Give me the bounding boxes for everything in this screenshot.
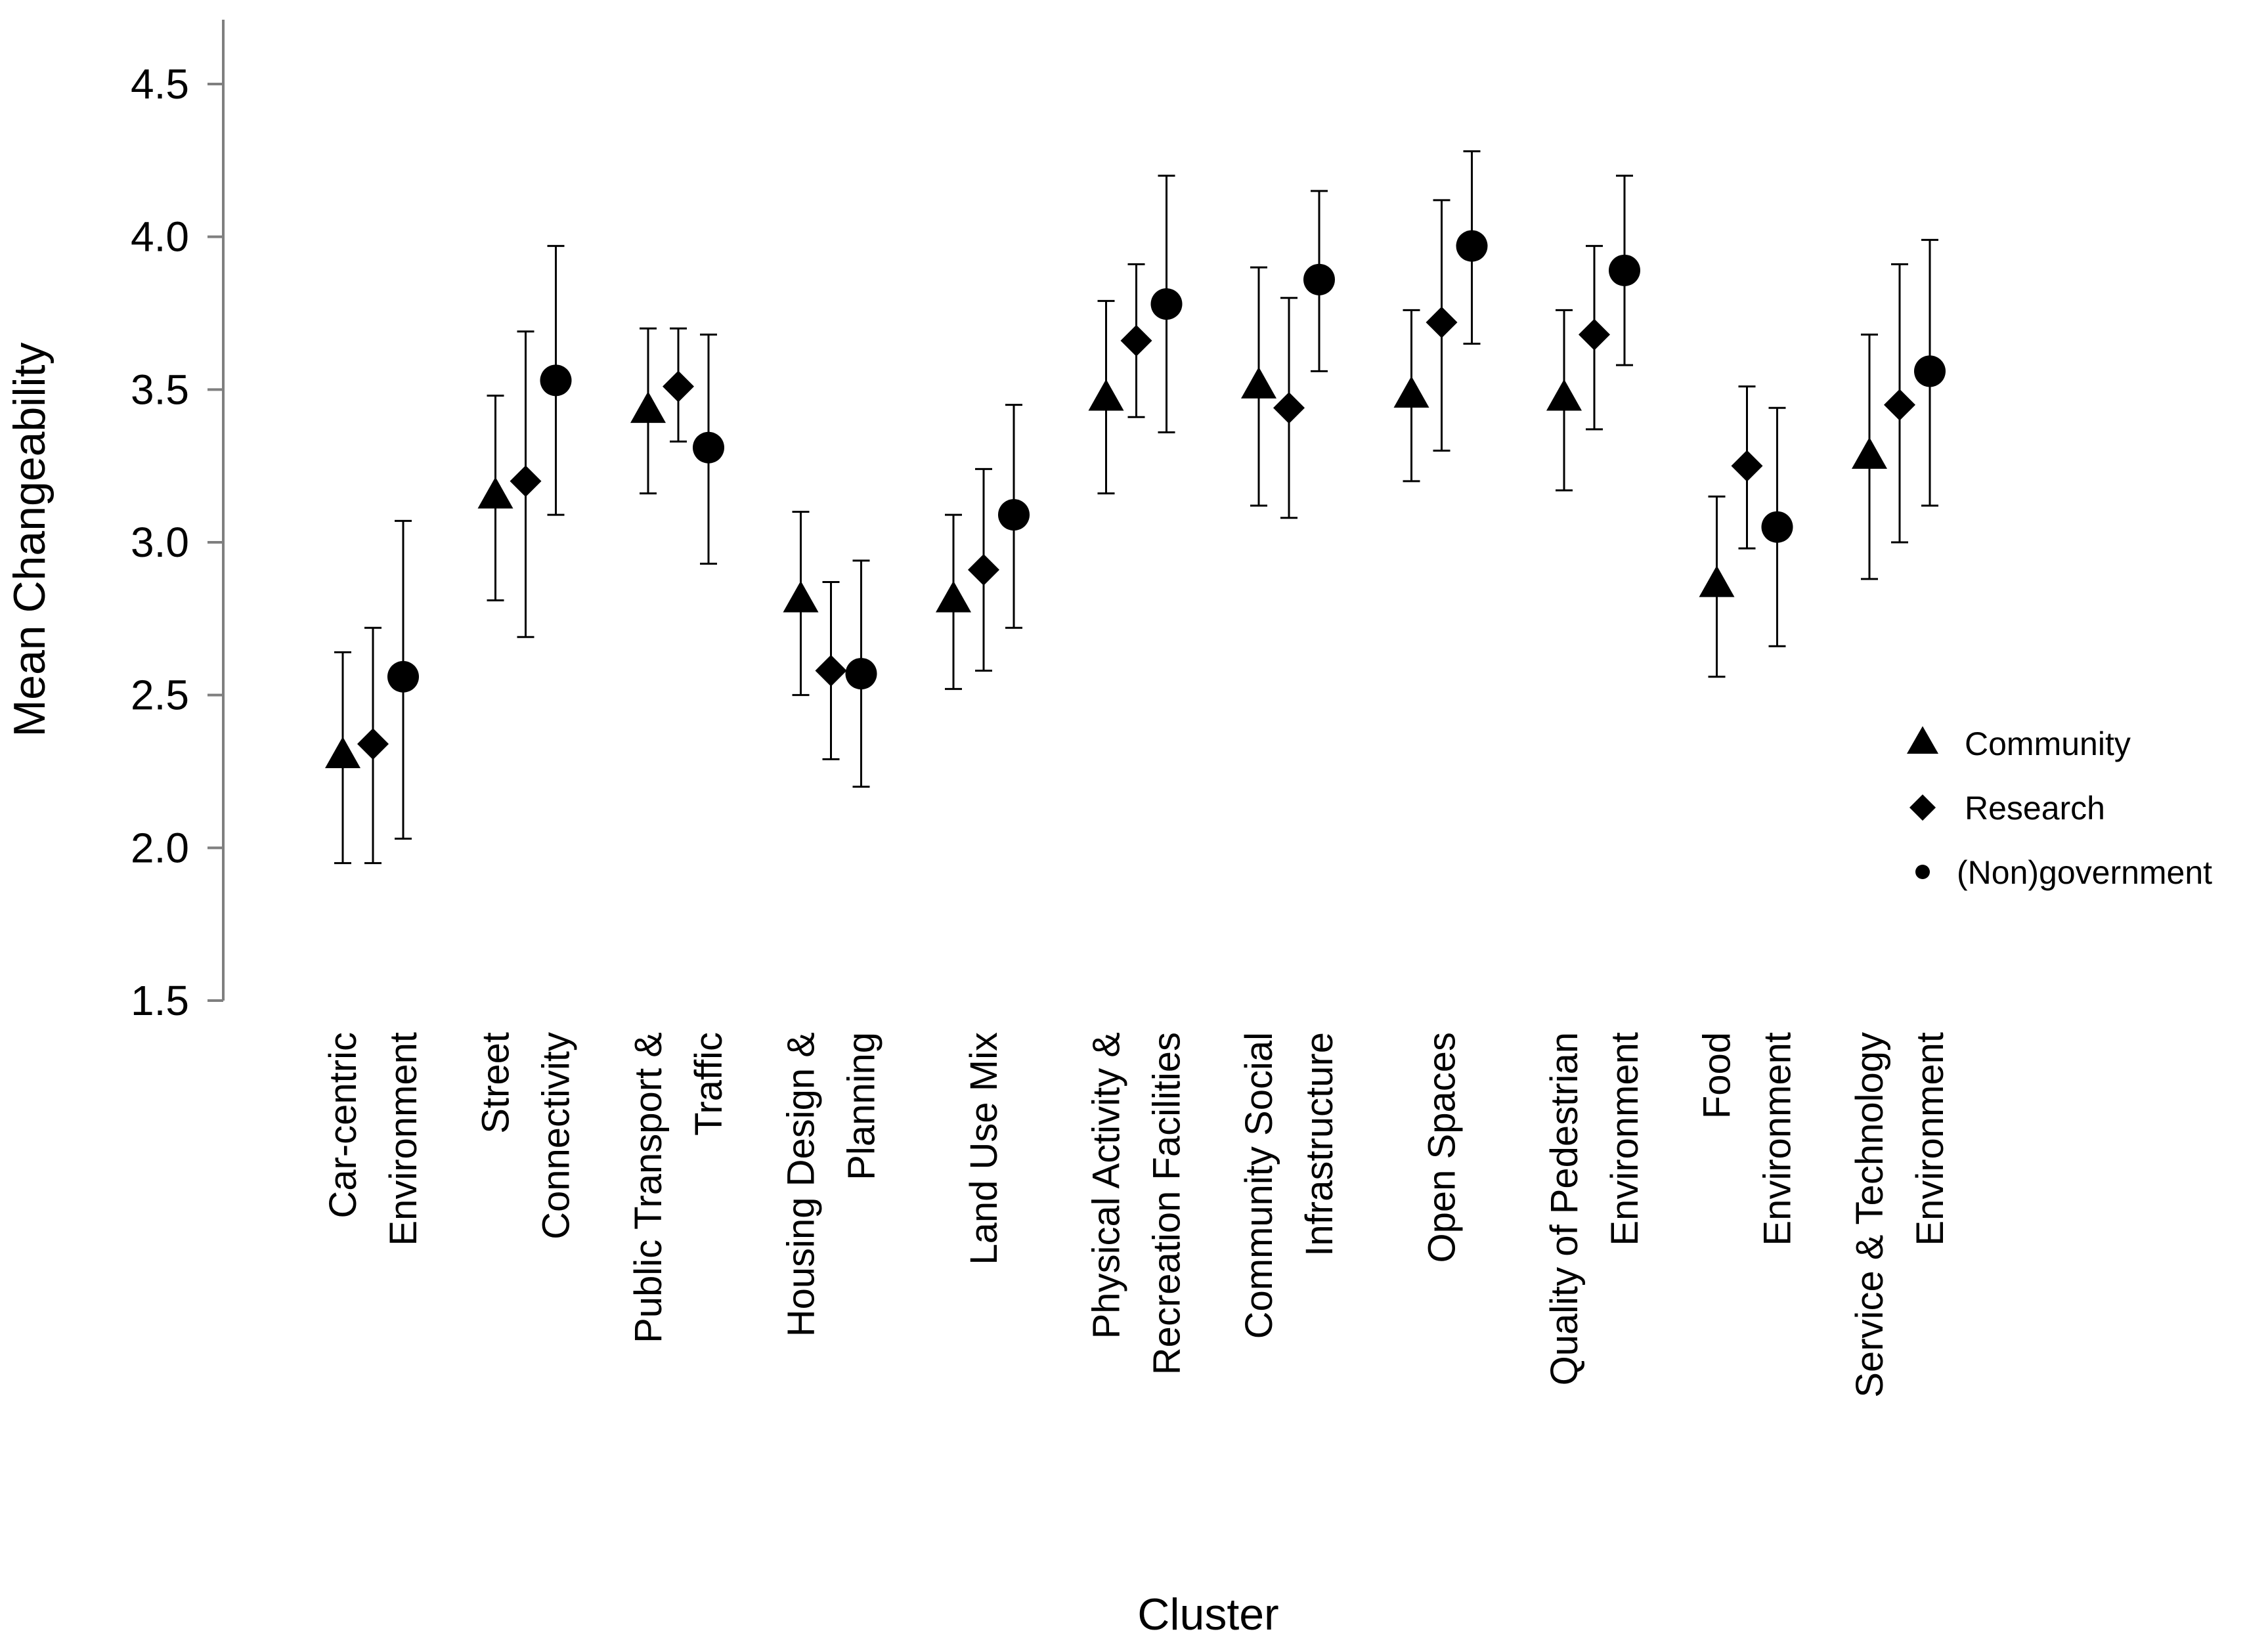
y-tick-labels: 1.5 2.0 2.5 3.0 3.5 4.0 4.5 bbox=[131, 60, 189, 1024]
point-community bbox=[630, 391, 666, 423]
category-label: Connectivity bbox=[535, 1032, 578, 1240]
y-tick-label: 4.0 bbox=[131, 213, 189, 261]
point-non-government bbox=[1609, 254, 1640, 286]
point-community bbox=[936, 580, 971, 613]
legend: Community Research (Non)government bbox=[1907, 725, 2212, 891]
point-non-government bbox=[1914, 355, 1946, 387]
legend-marker-research bbox=[1909, 794, 1936, 821]
category-label: Environment bbox=[1909, 1032, 1952, 1246]
point-community bbox=[783, 580, 819, 613]
point-non-government bbox=[693, 431, 724, 464]
point-community bbox=[1088, 379, 1124, 411]
plot-area bbox=[325, 150, 1946, 865]
point-non-government bbox=[1303, 263, 1335, 295]
point-community bbox=[1546, 379, 1582, 411]
point-non-government bbox=[1761, 511, 1793, 543]
y-tick-label: 2.0 bbox=[131, 824, 189, 871]
category-label: Public Transport & bbox=[627, 1032, 670, 1343]
point-research bbox=[815, 655, 847, 687]
point-research bbox=[1120, 324, 1152, 357]
category-label: Food bbox=[1696, 1032, 1739, 1119]
series-research bbox=[357, 199, 1915, 865]
y-axis-title: Mean Changeability bbox=[5, 342, 55, 737]
category-label: Open Spaces bbox=[1421, 1032, 1464, 1263]
category-label: Land Use Mix bbox=[963, 1032, 1005, 1265]
point-community bbox=[1241, 366, 1276, 399]
category-label: Traffic bbox=[687, 1032, 730, 1136]
point-research bbox=[1579, 318, 1610, 351]
y-tick-label: 3.5 bbox=[131, 366, 189, 413]
category-label: Car-centric bbox=[322, 1032, 364, 1219]
y-tick-label: 1.5 bbox=[131, 977, 189, 1024]
series-non-government bbox=[387, 150, 1946, 840]
point-community bbox=[325, 736, 360, 768]
series-community bbox=[325, 266, 1887, 865]
point-non-government bbox=[998, 499, 1030, 531]
point-non-government bbox=[387, 660, 419, 693]
point-research bbox=[1273, 392, 1305, 424]
legend-marker-non-government bbox=[1915, 865, 1930, 879]
category-label: Quality of Pedestrian bbox=[1543, 1032, 1586, 1385]
category-label: Service & Technology bbox=[1848, 1032, 1891, 1398]
category-label: Physical Activity & bbox=[1085, 1032, 1128, 1339]
category-label: Community Social bbox=[1238, 1032, 1280, 1339]
point-community bbox=[477, 477, 513, 509]
category-label: Environment bbox=[1603, 1032, 1646, 1246]
x-axis-title: Cluster bbox=[1137, 1590, 1278, 1639]
legend-label-research: Research bbox=[1965, 790, 2105, 827]
point-non-government bbox=[1150, 288, 1183, 320]
point-community bbox=[1393, 376, 1429, 408]
category-label: Planning bbox=[840, 1032, 883, 1180]
point-non-government bbox=[1456, 230, 1488, 262]
y-tick-label: 3.0 bbox=[131, 519, 189, 566]
point-research bbox=[1426, 306, 1458, 338]
category-labels: Car-centric Environment Street Connectivity… bbox=[322, 1032, 1952, 1398]
point-research bbox=[663, 370, 694, 402]
category-label: Environment bbox=[382, 1032, 425, 1246]
legend-label-non-government: (Non)government bbox=[1957, 854, 2212, 891]
point-research bbox=[357, 728, 389, 760]
point-non-government bbox=[540, 364, 572, 397]
y-tick-label: 2.5 bbox=[131, 672, 189, 719]
category-label: Environment bbox=[1756, 1032, 1799, 1246]
y-tick-label: 4.5 bbox=[131, 60, 189, 108]
axes bbox=[207, 20, 225, 1002]
point-community bbox=[1852, 437, 1887, 469]
category-label: Street bbox=[475, 1032, 517, 1134]
point-research bbox=[968, 553, 999, 586]
point-non-government bbox=[845, 658, 877, 690]
point-research bbox=[510, 465, 542, 497]
point-research bbox=[1884, 389, 1915, 421]
category-label: Infrastructure bbox=[1298, 1032, 1341, 1257]
point-community bbox=[1699, 565, 1735, 597]
legend-label-community: Community bbox=[1965, 725, 2131, 762]
category-label: Recreation Facilities bbox=[1146, 1032, 1189, 1375]
category-label: Housing Design & bbox=[780, 1032, 823, 1337]
legend-marker-community bbox=[1907, 726, 1938, 754]
point-research bbox=[1731, 450, 1763, 482]
